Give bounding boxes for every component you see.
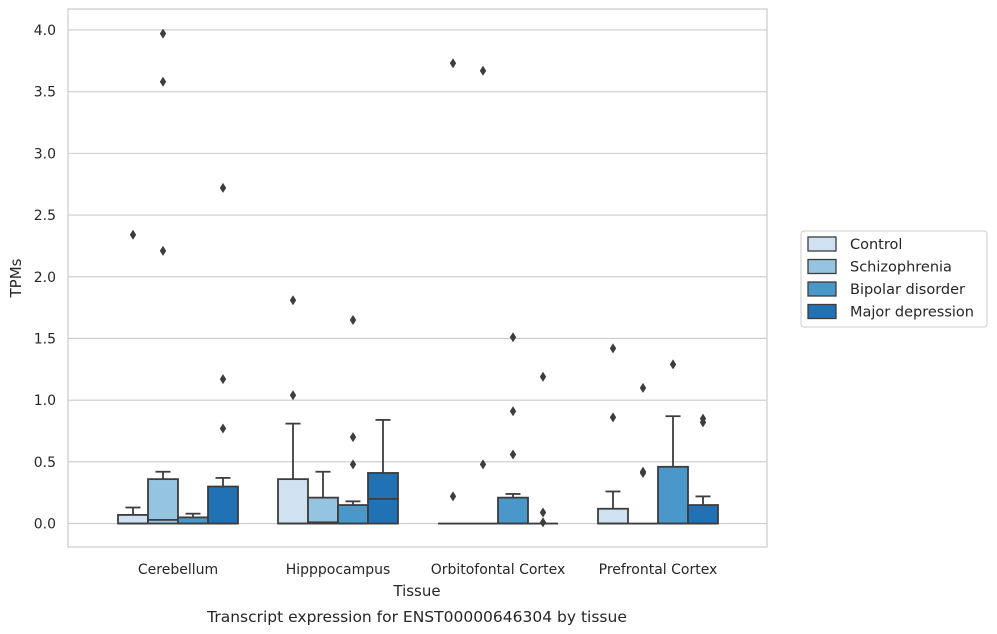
outlier-point (539, 371, 547, 382)
y-axis-label: TPMs (7, 258, 25, 298)
legend: Control Schizophrenia Bipolar disorder Majo… (800, 230, 988, 328)
outlier-point (349, 459, 357, 470)
box (117, 514, 149, 525)
outlier-point (449, 491, 457, 502)
box (657, 465, 689, 525)
outlier-point (539, 517, 547, 528)
outlier-point (219, 423, 227, 434)
legend-swatch (807, 236, 837, 252)
x-tick-label: Cerebellum (138, 562, 218, 578)
y-tick-label: 1.0 (34, 393, 56, 409)
outlier-point (639, 382, 647, 393)
outlier-point (349, 432, 357, 443)
box-series (117, 28, 719, 528)
chart-caption: Transcript expression for ENST0000064630… (206, 608, 627, 626)
outlier-point (509, 449, 517, 460)
outlier-point (639, 467, 647, 478)
outlier-point (289, 295, 297, 306)
x-tick-labels: Cerebellum Hipppocampus Orbitofontal Corte… (138, 562, 717, 578)
legend-swatch (807, 281, 837, 297)
box (497, 496, 529, 525)
x-axis-label: Tissue (392, 582, 440, 600)
box (337, 504, 369, 525)
y-tick-label: 0.0 (34, 517, 56, 533)
outlier-point (609, 412, 617, 423)
box (597, 507, 629, 525)
y-tick-label: 4.0 (34, 23, 56, 39)
outlier-point (479, 65, 487, 76)
outlier-point (219, 182, 227, 193)
y-tick-label: 1.5 (34, 331, 56, 347)
outlier-point (289, 390, 297, 401)
y-tick-label: 0.5 (34, 455, 56, 471)
x-tick-label: Orbitofontal Cortex (431, 562, 566, 578)
plot-area (68, 9, 767, 547)
outlier-point (479, 459, 487, 470)
outlier-point (159, 76, 167, 87)
legend-label: Major depression (850, 305, 974, 321)
outlier-point (129, 229, 137, 240)
box (207, 485, 239, 525)
outlier-point (509, 406, 517, 417)
box (147, 478, 179, 525)
box (687, 504, 719, 525)
x-tick-label: Prefrontal Cortex (599, 562, 718, 578)
legend-swatch (807, 303, 837, 320)
outlier-point (159, 28, 167, 39)
outlier-point (449, 58, 457, 69)
y-tick-label: 3.0 (34, 146, 56, 162)
legend-swatch (807, 258, 837, 275)
legend-label: Schizophrenia (850, 260, 952, 276)
x-tick-label: Hipppocampus (286, 562, 391, 578)
outlier-point (159, 245, 167, 256)
outlier-point (609, 343, 617, 354)
box (277, 478, 309, 525)
box (177, 516, 209, 525)
outlier-point (349, 314, 357, 325)
outlier-point (219, 374, 227, 385)
y-tick-label: 2.5 (34, 208, 56, 224)
legend-label: Control (850, 237, 902, 253)
plot-frame (67, 8, 768, 548)
y-tick-labels: 0.0 0.5 1.0 1.5 2.0 2.5 3.0 3.5 4.0 (34, 23, 56, 533)
outlier-point (509, 332, 517, 343)
box (307, 496, 339, 525)
legend-label: Bipolar disorder (850, 282, 965, 298)
y-tick-label: 3.5 (34, 85, 56, 101)
y-tick-label: 2.0 (34, 270, 56, 286)
outlier-point (539, 507, 547, 518)
outlier-point (699, 417, 707, 428)
outlier-point (669, 359, 677, 370)
legend-frame (800, 230, 988, 328)
